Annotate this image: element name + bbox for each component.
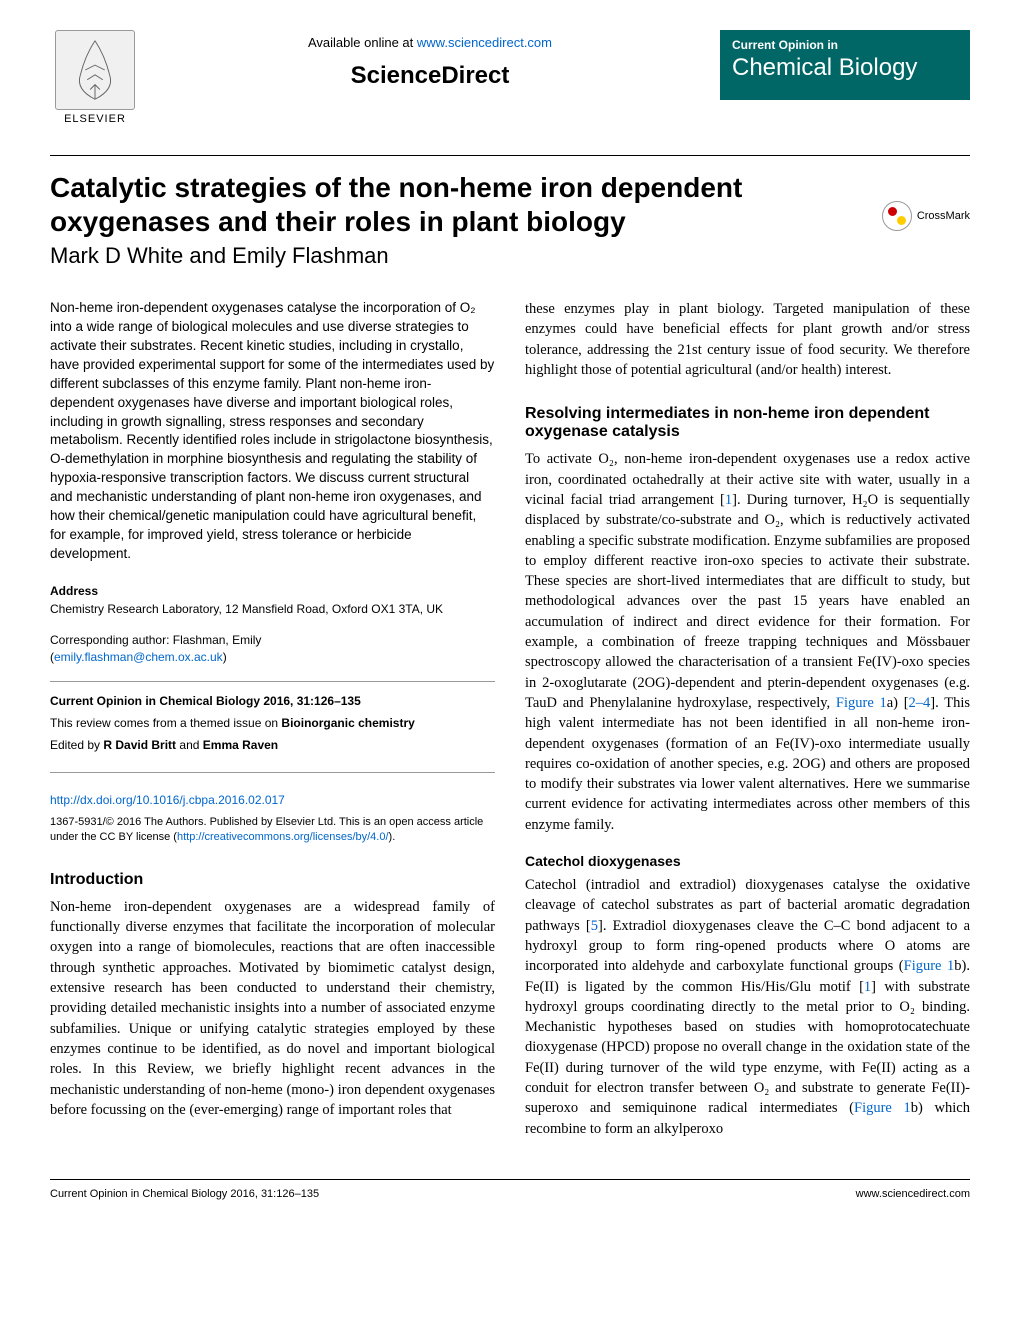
sciencedirect-logo: ScienceDirect	[140, 62, 720, 90]
doi-link[interactable]: http://dx.doi.org/10.1016/j.cbpa.2016.02…	[50, 793, 495, 807]
resolving-heading: Resolving intermediates in non-heme iron…	[525, 405, 970, 441]
license-link[interactable]: http://creativecommons.org/licenses/by/4…	[177, 831, 389, 843]
left-column: Non-heme iron-dependent oxygenases catal…	[50, 299, 495, 1139]
col2-lead: these enzymes play in plant biology. Tar…	[525, 299, 970, 380]
header-row: ELSEVIER Available online at www.science…	[50, 30, 970, 130]
available-online: Available online at www.sciencedirect.co…	[140, 35, 720, 50]
corresponding-label: Corresponding author: Flashman, Emily	[50, 633, 261, 647]
editor1: R David Britt	[103, 738, 176, 752]
citation: Current Opinion in Chemical Biology 2016…	[50, 694, 361, 708]
elsevier-logo: ELSEVIER	[50, 30, 140, 130]
journal-box-main: Chemical Biology	[732, 54, 958, 82]
footer-right: www.sciencedirect.com	[856, 1188, 970, 1200]
journal-box-top: Current Opinion in	[732, 38, 958, 52]
available-online-label: Available online at	[308, 35, 417, 50]
two-column-layout: Non-heme iron-dependent oxygenases catal…	[50, 299, 970, 1139]
editors-and: and	[176, 738, 203, 752]
editor2: Emma Raven	[203, 738, 278, 752]
catechol-heading: Catechol dioxygenases	[525, 853, 970, 869]
footer-left: Current Opinion in Chemical Biology 2016…	[50, 1188, 319, 1200]
article-title: Catalytic strategies of the non-heme iro…	[50, 171, 882, 238]
journal-box: Current Opinion in Chemical Biology	[720, 30, 970, 100]
introduction-heading: Introduction	[50, 871, 495, 889]
citation-line: Current Opinion in Chemical Biology 2016…	[50, 694, 495, 708]
license: 1367-5931/© 2016 The Authors. Published …	[50, 815, 495, 846]
right-column: these enzymes play in plant biology. Tar…	[525, 299, 970, 1139]
address-text: Chemistry Research Laboratory, 12 Mansfi…	[50, 601, 495, 618]
edited-line: Edited by R David Britt and Emma Raven	[50, 738, 495, 752]
abstract: Non-heme iron-dependent oxygenases catal…	[50, 299, 495, 563]
edited-label: Edited by	[50, 738, 103, 752]
sciencedirect-url-link[interactable]: www.sciencedirect.com	[417, 35, 552, 50]
address-heading: Address	[50, 584, 495, 598]
resolving-body: To activate O₂, non-heme iron-dependent …	[525, 449, 970, 835]
introduction-body: Non-heme iron-dependent oxygenases are a…	[50, 897, 495, 1120]
license-close: ).	[389, 831, 396, 843]
header-center: Available online at www.sciencedirect.co…	[140, 30, 720, 90]
crossmark-badge[interactable]: CrossMark	[882, 201, 970, 231]
title-section: Catalytic strategies of the non-heme iro…	[50, 155, 970, 269]
meta-box: Current Opinion in Chemical Biology 2016…	[50, 681, 495, 773]
footer: Current Opinion in Chemical Biology 2016…	[50, 1179, 970, 1200]
corresponding-author: Corresponding author: Flashman, Emily (e…	[50, 632, 495, 666]
catechol-body: Catechol (intradiol and extradiol) dioxy…	[525, 875, 970, 1139]
themed-label: This review comes from a themed issue on	[50, 716, 281, 730]
authors: Mark D White and Emily Flashman	[50, 243, 882, 269]
crossmark-text: CrossMark	[917, 210, 970, 222]
elsevier-text: ELSEVIER	[64, 113, 126, 125]
themed-issue: Bioinorganic chemistry	[281, 716, 414, 730]
elsevier-tree-icon	[55, 30, 135, 110]
themed-line: This review comes from a themed issue on…	[50, 716, 495, 730]
crossmark-icon	[882, 201, 912, 231]
corresponding-email-link[interactable]: emily.flashman@chem.ox.ac.uk	[54, 650, 223, 664]
title-left: Catalytic strategies of the non-heme iro…	[50, 171, 882, 269]
